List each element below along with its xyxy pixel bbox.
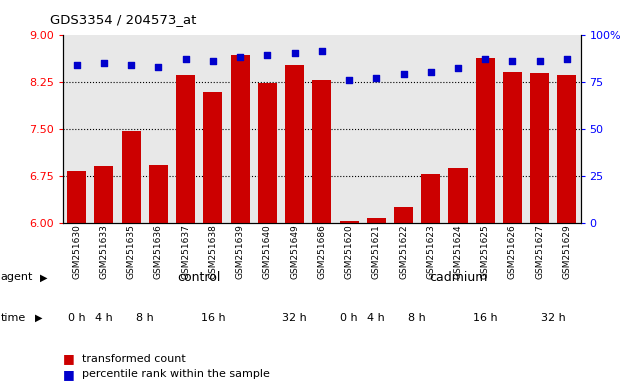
Bar <box>122 131 141 384</box>
Point <box>290 50 300 56</box>
Bar <box>149 165 168 384</box>
Point <box>126 61 136 68</box>
Bar <box>67 171 86 384</box>
Bar <box>258 83 277 384</box>
Bar <box>394 207 413 384</box>
Bar <box>449 167 468 384</box>
Bar <box>476 58 495 384</box>
Text: GDS3354 / 204573_at: GDS3354 / 204573_at <box>50 13 197 26</box>
Text: ▶: ▶ <box>35 313 42 323</box>
Point <box>99 60 109 66</box>
Point <box>398 71 408 77</box>
Point <box>453 65 463 71</box>
Bar <box>530 73 549 384</box>
Bar <box>422 174 440 384</box>
Text: ▶: ▶ <box>40 272 47 283</box>
Bar <box>230 55 250 384</box>
Bar <box>285 65 304 384</box>
Text: transformed count: transformed count <box>82 354 186 364</box>
Point <box>507 58 517 64</box>
Text: ■: ■ <box>63 368 75 381</box>
Text: 8 h: 8 h <box>136 313 154 323</box>
Point <box>480 56 490 62</box>
Point <box>153 63 163 70</box>
Text: 4 h: 4 h <box>95 313 113 323</box>
Point <box>562 56 572 62</box>
Bar <box>503 72 522 384</box>
Point <box>371 75 381 81</box>
Text: 32 h: 32 h <box>282 313 307 323</box>
Text: 0 h: 0 h <box>340 313 358 323</box>
Point <box>344 77 354 83</box>
Text: ■: ■ <box>63 353 75 366</box>
Point <box>235 54 245 60</box>
Text: 0 h: 0 h <box>68 313 86 323</box>
Bar <box>95 166 114 384</box>
Bar <box>176 75 195 384</box>
Text: 8 h: 8 h <box>408 313 426 323</box>
Point <box>72 61 82 68</box>
Point <box>208 58 218 64</box>
Point <box>180 56 191 62</box>
Text: 4 h: 4 h <box>367 313 385 323</box>
Point <box>262 52 273 58</box>
Text: percentile rank within the sample: percentile rank within the sample <box>82 369 270 379</box>
Point <box>317 48 327 55</box>
Point <box>426 69 436 75</box>
Bar <box>339 222 358 384</box>
Bar <box>557 75 577 384</box>
Text: 16 h: 16 h <box>473 313 497 323</box>
Bar <box>203 92 222 384</box>
Bar <box>312 80 331 384</box>
Text: cadmium: cadmium <box>429 271 487 284</box>
Text: 16 h: 16 h <box>201 313 225 323</box>
Text: time: time <box>1 313 26 323</box>
Text: 32 h: 32 h <box>541 313 565 323</box>
Text: agent: agent <box>1 272 33 283</box>
Text: control: control <box>177 271 221 284</box>
Bar <box>367 218 386 384</box>
Point <box>534 58 545 64</box>
